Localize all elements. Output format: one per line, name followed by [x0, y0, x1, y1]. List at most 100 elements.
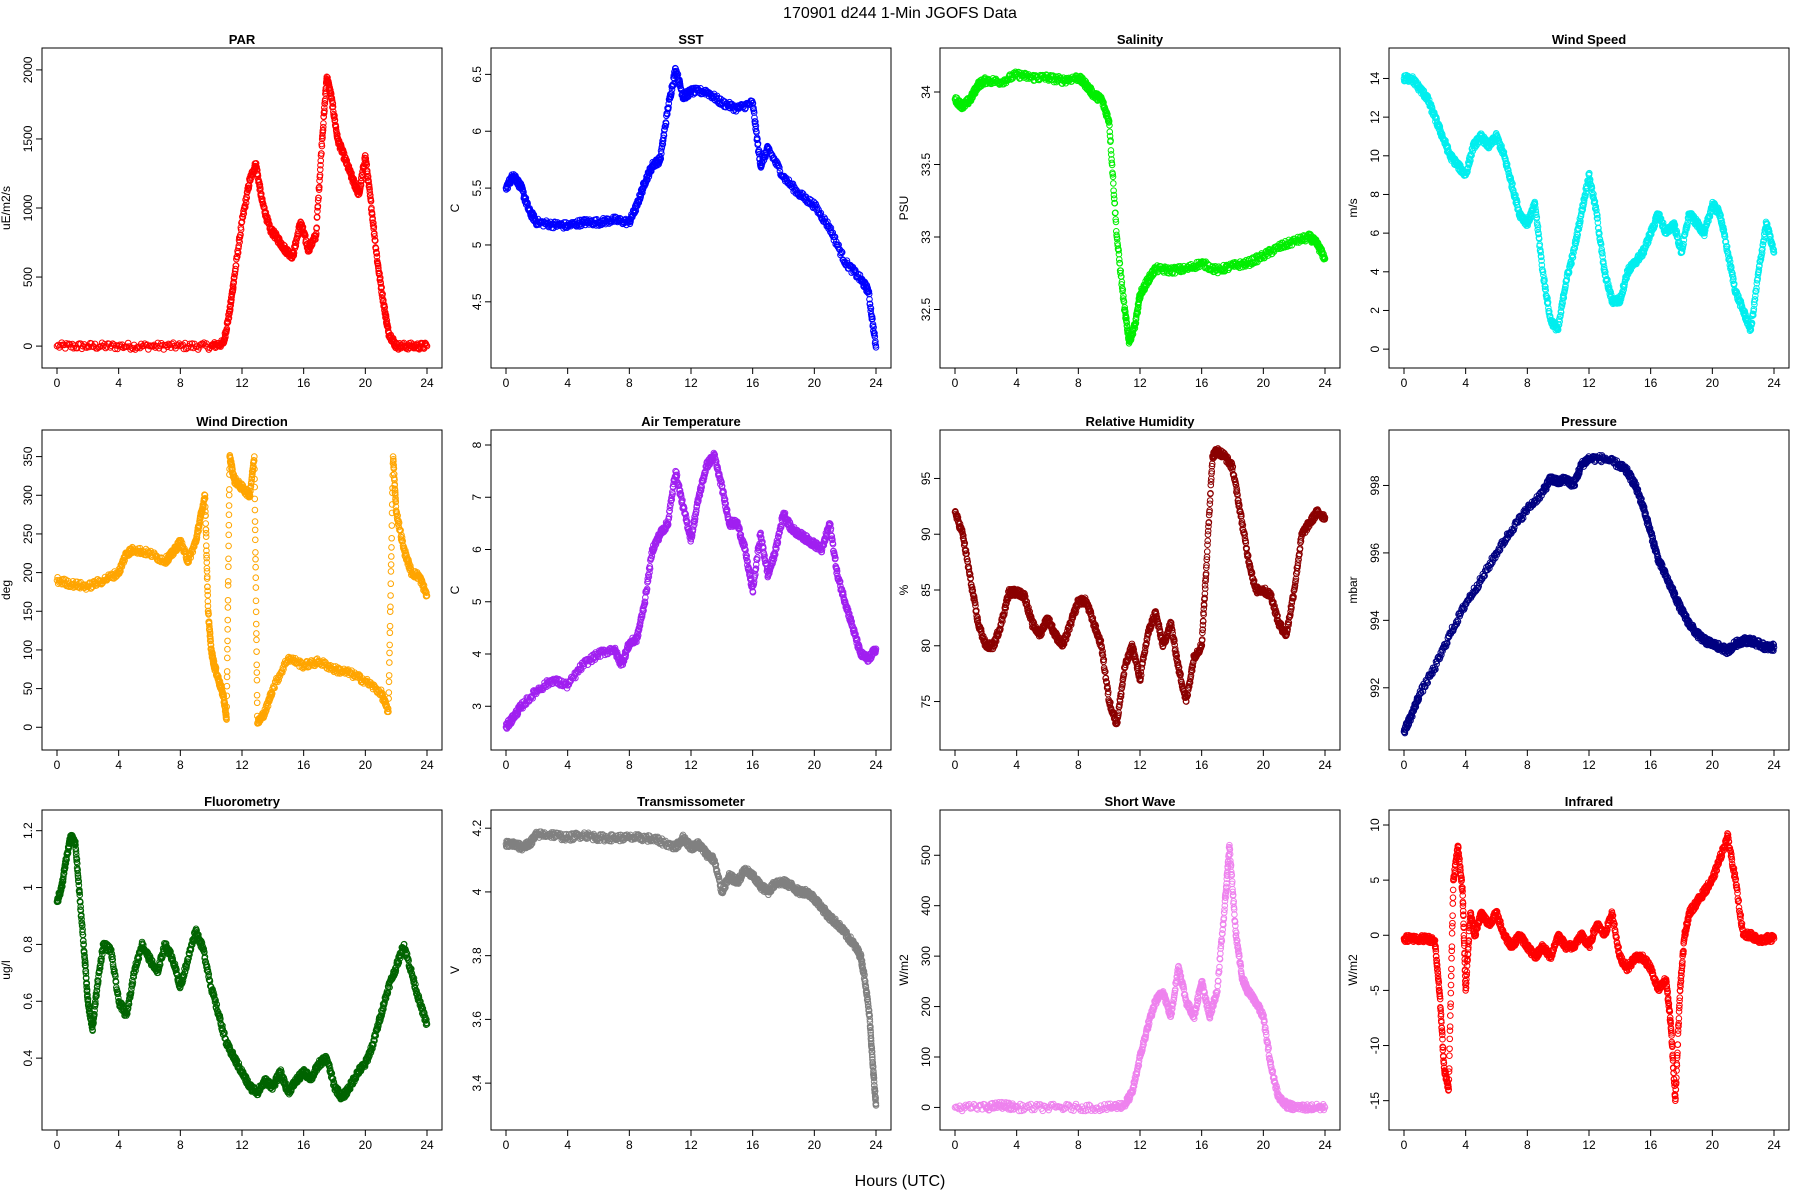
- data-point: [224, 637, 231, 645]
- data-point: [668, 90, 675, 97]
- x-tick-label: 12: [235, 376, 249, 390]
- data-point: [253, 676, 261, 684]
- data-point: [254, 172, 262, 180]
- data-point: [186, 340, 194, 348]
- y-tick-label: 0: [21, 342, 35, 349]
- data-point: [373, 253, 381, 260]
- data-point: [245, 184, 253, 192]
- data-point: [226, 306, 234, 313]
- x-tick-label: 0: [1401, 376, 1408, 390]
- data-point: [223, 673, 231, 681]
- data-point: [387, 580, 395, 588]
- data-point: [232, 265, 239, 273]
- data-point: [319, 126, 327, 134]
- data-point: [253, 669, 261, 676]
- x-tick-label: 4: [115, 376, 122, 390]
- data-point: [388, 553, 395, 560]
- y-tick-label: 250: [21, 524, 35, 544]
- x-tick-label: 16: [1644, 376, 1658, 390]
- data-point: [371, 233, 378, 240]
- y-tick-label: 300: [21, 485, 35, 505]
- data-point: [234, 249, 242, 256]
- x-tick-label: 24: [420, 758, 434, 772]
- data-point: [237, 226, 245, 233]
- x-tick-label: 4: [1013, 376, 1020, 390]
- x-tick-label: 24: [869, 376, 883, 390]
- data-series: [53, 73, 431, 353]
- data-point: [252, 584, 260, 591]
- panel-title: PAR: [229, 32, 256, 47]
- plot-frame: [939, 47, 1341, 369]
- data-point: [370, 223, 378, 231]
- data-point: [256, 181, 264, 189]
- data-point: [665, 104, 672, 111]
- data-point: [362, 152, 369, 159]
- x-tick-label: 24: [420, 376, 434, 390]
- data-point: [221, 336, 228, 344]
- data-point: [367, 197, 375, 205]
- data-point: [225, 511, 233, 519]
- data-point: [292, 242, 300, 250]
- data-point: [224, 596, 232, 604]
- data-point: [292, 239, 300, 247]
- data-point: [365, 181, 373, 189]
- data-point: [252, 549, 259, 556]
- x-tick-label: 16: [1195, 376, 1209, 390]
- data-point: [321, 107, 328, 115]
- y-tick-label: 5: [470, 241, 484, 248]
- data-point: [252, 574, 260, 582]
- data-point: [226, 310, 233, 318]
- x-tick-label: 0: [952, 376, 959, 390]
- data-point: [334, 131, 341, 138]
- data-point: [321, 104, 328, 111]
- data-point: [317, 161, 324, 169]
- panel-title: Wind Direction: [196, 414, 288, 429]
- data-point: [662, 120, 670, 127]
- data-point: [366, 188, 374, 196]
- data-point: [230, 278, 238, 286]
- y-tick-label: 200: [21, 562, 35, 582]
- y-tick-label: 350: [21, 446, 35, 466]
- data-point: [369, 215, 376, 222]
- data-point: [251, 518, 259, 525]
- data-point: [294, 233, 301, 240]
- data-point: [252, 620, 260, 628]
- data-point: [417, 344, 424, 351]
- data-point: [294, 232, 302, 239]
- data-point: [386, 641, 394, 649]
- data-point: [252, 608, 260, 616]
- y-tick-label: 500: [21, 267, 35, 287]
- data-point: [676, 78, 684, 85]
- y-tick-label: 14: [1368, 71, 1382, 85]
- y-tick-label: 5.5: [470, 179, 484, 196]
- data-point: [314, 197, 322, 204]
- x-tick-label: 4: [115, 758, 122, 772]
- data-point: [252, 563, 259, 571]
- x-tick-label: 12: [684, 376, 698, 390]
- x-tick-label: 20: [1706, 376, 1720, 390]
- x-tick-label: 16: [297, 376, 311, 390]
- data-series: [951, 68, 1329, 347]
- data-point: [379, 290, 386, 298]
- data-point: [385, 678, 393, 686]
- data-point: [298, 220, 306, 228]
- data-point: [224, 578, 232, 585]
- y-tick-label: 6: [1368, 229, 1382, 236]
- data-point: [251, 506, 259, 514]
- data-point: [415, 345, 423, 353]
- panel-title: SST: [678, 32, 703, 47]
- x-tick-label: 20: [808, 376, 822, 390]
- data-point: [358, 174, 365, 182]
- data-point: [362, 155, 370, 162]
- data-point: [387, 568, 395, 575]
- y-tick-label: 6.5: [470, 66, 484, 83]
- data-point: [290, 252, 298, 259]
- data-point: [386, 629, 394, 637]
- data-point: [252, 597, 260, 605]
- data-point: [386, 649, 393, 657]
- data-point: [241, 203, 249, 211]
